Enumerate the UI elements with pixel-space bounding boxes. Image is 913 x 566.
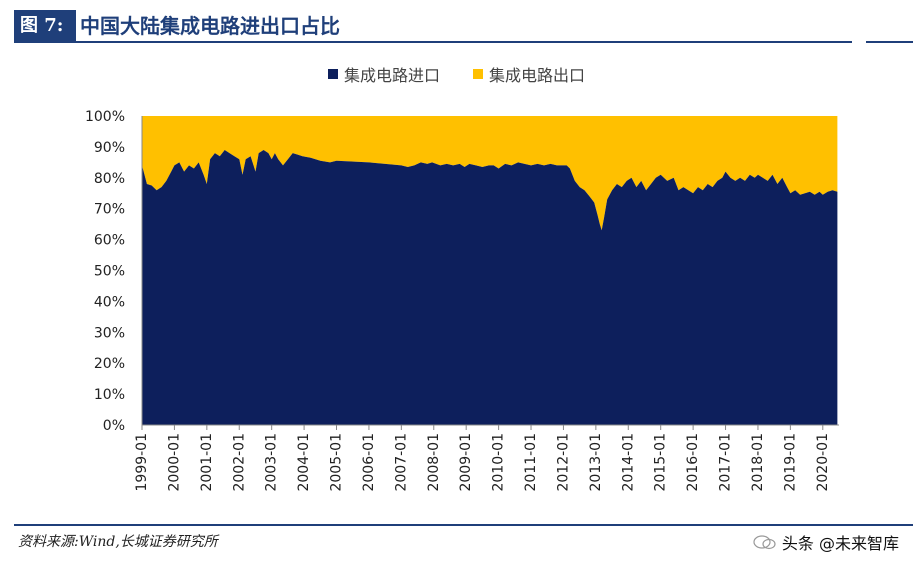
source-note: 资料来源:Wind,长城证券研究所 [18,534,218,550]
y-tick-label: 100% [85,109,125,125]
legend-swatch-import [327,69,338,79]
x-tick-label: 2017-01 [718,433,734,492]
export-area [142,116,838,231]
header-rule-right [866,41,913,43]
wechat-icon [753,535,776,550]
y-tick-label: 40% [94,294,125,310]
watermark: 头条 @未来智库 [752,530,899,554]
chart-legend: 集成电路进口 集成电路出口 [0,62,913,86]
import-area [142,150,838,425]
y-tick-label: 60% [94,233,125,249]
y-tick-label: 0% [103,418,125,434]
x-tick-label: 2006-01 [361,433,377,492]
figure-title: 中国大陆集成电路进出口占比 [80,14,340,38]
x-tick-label: 2005-01 [329,433,345,492]
y-tick-label: 30% [94,325,125,341]
watermark-text: 头条 @未来智库 [781,534,899,553]
x-tick-label: 2010-01 [491,433,507,492]
y-tick-label: 70% [94,202,125,218]
x-tick-label: 2008-01 [426,433,442,492]
x-tick-label: 2019-01 [782,433,798,492]
header-rule [14,41,852,43]
y-tick-label: 20% [94,356,125,372]
x-tick-label: 2004-01 [296,433,312,492]
y-tick-label: 50% [94,264,125,280]
y-tick-label: 90% [94,140,125,156]
legend-swatch-export [473,69,484,79]
legend-item-import: 集成电路进口 [327,62,440,86]
y-tick-label: 80% [94,171,125,187]
x-tick-label: 2016-01 [685,433,701,492]
legend-label-import: 集成电路进口 [343,66,440,85]
footer-rule [14,524,913,526]
x-tick-label: 1999-01 [134,433,150,492]
x-tick-label: 2001-01 [199,433,215,492]
figure-number-label: 图 7: [14,10,76,42]
x-tick-label: 2020-01 [815,433,831,492]
x-tick-label: 2015-01 [653,433,669,492]
x-tick-label: 2007-01 [393,433,409,492]
x-tick-label: 2012-01 [555,433,571,492]
x-tick-label: 2013-01 [588,433,604,492]
y-tick-label: 10% [94,387,125,403]
x-tick-label: 2003-01 [264,433,280,492]
legend-label-export: 集成电路出口 [489,66,586,85]
x-tick-label: 2014-01 [620,433,636,492]
x-tick-label: 2000-01 [166,433,182,492]
x-tick-label: 2002-01 [231,433,247,492]
legend-item-export: 集成电路出口 [473,62,585,86]
x-tick-label: 2018-01 [750,433,766,492]
x-tick-label: 2011-01 [523,433,539,492]
x-tick-label: 2009-01 [458,433,474,492]
